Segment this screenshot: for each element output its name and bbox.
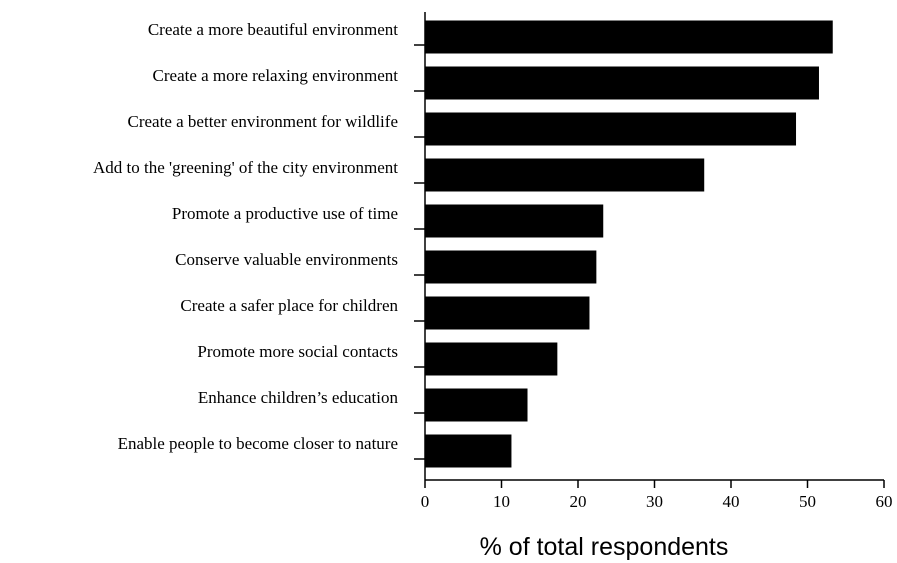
- category-label-8: Enhance children’s education: [198, 388, 399, 407]
- bar-2: [425, 112, 797, 146]
- y-axis-ticks: [414, 44, 425, 460]
- x-tick-label-2: 20: [570, 492, 587, 511]
- x-axis-title: % of total respondents: [480, 533, 729, 561]
- category-label-6: Create a safer place for children: [180, 296, 398, 315]
- bar-8: [425, 388, 528, 422]
- bar-7: [425, 342, 558, 376]
- bar-4: [425, 204, 604, 238]
- category-label-4: Promote a productive use of time: [172, 204, 398, 223]
- category-labels: Create a more beautiful environment Creat…: [93, 20, 398, 453]
- bar-5: [425, 250, 597, 284]
- x-tick-label-6: 60: [876, 492, 893, 511]
- category-label-7: Promote more social contacts: [197, 342, 398, 361]
- bars-group: [425, 20, 833, 468]
- x-tick-label-3: 30: [646, 492, 663, 511]
- x-axis-ticks: 0 10 20 30 40 50 60: [421, 480, 893, 511]
- x-tick-label-1: 10: [493, 492, 510, 511]
- category-label-0: Create a more beautiful environment: [148, 20, 398, 39]
- category-label-2: Create a better environment for wildlife: [128, 112, 398, 131]
- x-tick-label-4: 40: [723, 492, 740, 511]
- category-label-1: Create a more relaxing environment: [153, 66, 399, 85]
- bar-3: [425, 158, 705, 192]
- x-tick-label-5: 50: [799, 492, 816, 511]
- bar-6: [425, 296, 590, 330]
- category-label-9: Enable people to become closer to nature: [118, 434, 398, 453]
- bar-9: [425, 434, 512, 468]
- category-label-3: Add to the 'greening' of the city enviro…: [93, 158, 398, 177]
- bar-0: [425, 20, 833, 54]
- category-label-5: Conserve valuable environments: [175, 250, 398, 269]
- x-tick-label-0: 0: [421, 492, 430, 511]
- bar-1: [425, 66, 819, 100]
